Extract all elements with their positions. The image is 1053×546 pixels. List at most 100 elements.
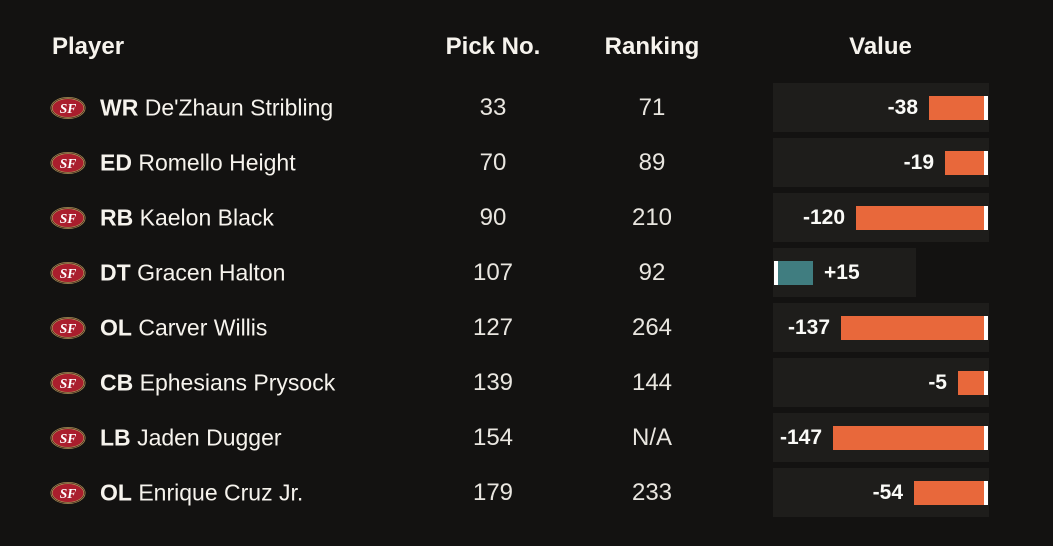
- player-position: ED: [100, 149, 132, 175]
- value-bar: [958, 370, 984, 395]
- ranking-number: 264: [631, 313, 673, 341]
- svg-text:SF: SF: [60, 156, 77, 171]
- ranking-number: 210: [631, 203, 673, 231]
- ranking-number: 233: [631, 478, 673, 506]
- value-bar: [929, 95, 984, 120]
- 49ers-team-logo-icon: SF: [50, 481, 86, 504]
- bar-baseline-unit: [945, 150, 988, 175]
- bar-baseline-unit: [856, 205, 988, 230]
- player-cell: WR De'Zhaun Stribling: [100, 94, 333, 121]
- player-name: Carver Willis: [138, 314, 268, 340]
- player-name: De'Zhaun Stribling: [144, 94, 334, 120]
- table-row: SF ED Romello Height 70 89 -19: [0, 138, 1053, 187]
- value-bar-cell: -120: [773, 193, 989, 242]
- zero-baseline-tick-icon: [774, 260, 778, 285]
- 49ers-team-logo-icon: SF: [50, 426, 86, 449]
- value-bar-cell: -54: [773, 468, 989, 517]
- player-name: Enrique Cruz Jr.: [138, 479, 304, 505]
- 49ers-team-logo-icon: SF: [50, 316, 86, 339]
- player-position: RB: [100, 204, 134, 230]
- value-label: +15: [824, 260, 860, 284]
- svg-text:SF: SF: [60, 376, 77, 391]
- value-label: -5: [928, 370, 947, 394]
- zero-baseline-tick-icon: [984, 150, 988, 175]
- zero-baseline-tick-icon: [984, 205, 988, 230]
- value-bar: [778, 260, 813, 285]
- player-cell: ED Romello Height: [100, 149, 296, 176]
- value-bar: [914, 480, 984, 505]
- bar-baseline-unit: [841, 315, 988, 340]
- svg-text:SF: SF: [60, 211, 77, 226]
- 49ers-team-logo-icon: SF: [50, 206, 86, 229]
- value-bar: [841, 315, 984, 340]
- ranking-number: 71: [638, 93, 666, 121]
- player-name: Gracen Halton: [137, 259, 286, 285]
- 49ers-team-logo-icon: SF: [50, 151, 86, 174]
- value-label: -147: [779, 425, 822, 449]
- ranking-number: 89: [638, 148, 666, 176]
- zero-baseline-tick-icon: [984, 480, 988, 505]
- pick-number: 127: [472, 313, 514, 341]
- 49ers-team-logo-icon: SF: [50, 371, 86, 394]
- bar-baseline-unit: [929, 95, 988, 120]
- pick-number: 33: [479, 93, 507, 121]
- bar-baseline-unit: [958, 370, 988, 395]
- zero-baseline-tick-icon: [984, 95, 988, 120]
- table-row: SF CB Ephesians Prysock 139 144 -5: [0, 358, 1053, 407]
- pick-number: 107: [472, 258, 514, 286]
- value-label: -54: [872, 480, 903, 504]
- player-name: Kaelon Black: [139, 204, 274, 230]
- value-bar-cell: +15: [773, 248, 916, 297]
- column-header-pick-no: Pick No.: [445, 33, 541, 60]
- svg-text:SF: SF: [60, 101, 77, 116]
- player-position: WR: [100, 94, 139, 120]
- value-bar: [945, 150, 984, 175]
- player-position: LB: [100, 424, 131, 450]
- zero-baseline-tick-icon: [984, 315, 988, 340]
- zero-baseline-tick-icon: [984, 425, 988, 450]
- pick-number: 90: [479, 203, 507, 231]
- value-bar: [856, 205, 984, 230]
- value-label: -19: [903, 150, 934, 174]
- player-position: DT: [100, 259, 131, 285]
- bar-baseline-unit: [914, 480, 988, 505]
- value-label: -137: [787, 315, 830, 339]
- zero-baseline-tick-icon: [984, 370, 988, 395]
- column-header-player: Player: [52, 33, 125, 60]
- column-header-ranking: Ranking: [604, 33, 700, 60]
- svg-text:SF: SF: [60, 431, 77, 446]
- pick-number: 70: [479, 148, 507, 176]
- player-name: Jaden Dugger: [137, 424, 282, 450]
- player-cell: RB Kaelon Black: [100, 204, 274, 231]
- ranking-number: 92: [638, 258, 666, 286]
- player-position: OL: [100, 479, 132, 505]
- player-cell: OL Carver Willis: [100, 314, 267, 341]
- value-label: -38: [887, 95, 918, 119]
- table-row: SF LB Jaden Dugger 154 N/A -147: [0, 413, 1053, 462]
- bar-baseline-unit: [774, 260, 813, 285]
- player-position: OL: [100, 314, 132, 340]
- pick-number: 139: [472, 368, 514, 396]
- ranking-number: N/A: [631, 423, 672, 451]
- table-row: SF RB Kaelon Black 90 210 -120: [0, 193, 1053, 242]
- 49ers-team-logo-icon: SF: [50, 261, 86, 284]
- svg-text:SF: SF: [60, 486, 77, 501]
- ranking-number: 144: [631, 368, 673, 396]
- value-bar-cell: -38: [773, 83, 989, 132]
- value-bar: [833, 425, 984, 450]
- table-row: SF DT Gracen Halton 107 92 +15: [0, 248, 1053, 297]
- player-cell: LB Jaden Dugger: [100, 424, 282, 451]
- bar-baseline-unit: [833, 425, 988, 450]
- player-position: CB: [100, 369, 134, 395]
- player-cell: DT Gracen Halton: [100, 259, 285, 286]
- svg-text:SF: SF: [60, 321, 77, 336]
- pick-number: 154: [472, 423, 514, 451]
- value-bar-cell: -137: [773, 303, 989, 352]
- table-row: SF OL Enrique Cruz Jr. 179 233 -54: [0, 468, 1053, 517]
- player-name: Ephesians Prysock: [139, 369, 336, 395]
- player-cell: CB Ephesians Prysock: [100, 369, 335, 396]
- value-label: -120: [802, 205, 845, 229]
- svg-text:SF: SF: [60, 266, 77, 281]
- value-bar-cell: -19: [773, 138, 989, 187]
